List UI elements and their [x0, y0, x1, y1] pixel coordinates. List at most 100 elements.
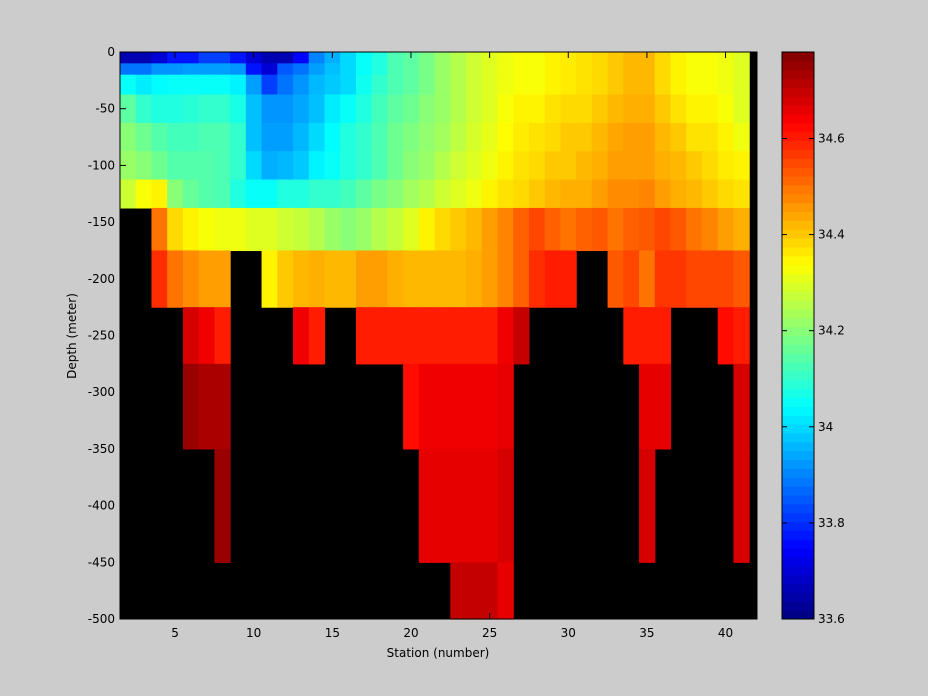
salinity-cell — [607, 207, 624, 252]
y-tick-label: 0 — [107, 45, 115, 59]
salinity-cell — [371, 151, 388, 181]
salinity-cell — [733, 63, 750, 76]
salinity-cell — [654, 52, 672, 64]
salinity-cell — [182, 179, 200, 209]
salinity-cell — [481, 562, 499, 620]
salinity-cell — [167, 207, 184, 252]
salinity-cell — [308, 179, 326, 209]
salinity-cell — [576, 151, 593, 181]
salinity-cell — [560, 250, 577, 308]
salinity-cell — [293, 307, 310, 365]
salinity-cell — [418, 448, 436, 563]
colorbar-step — [782, 362, 814, 372]
salinity-cell — [418, 74, 436, 96]
salinity-cell — [434, 448, 451, 563]
salinity-cell — [418, 122, 436, 152]
salinity-cell — [450, 448, 467, 563]
colorbar-step — [782, 512, 814, 523]
salinity-cell — [450, 179, 467, 209]
salinity-cell — [560, 74, 577, 96]
salinity-cell — [214, 151, 231, 181]
salinity-cell — [387, 151, 404, 181]
salinity-cell — [450, 52, 467, 64]
salinity-cell — [466, 151, 483, 181]
salinity-cell — [434, 52, 451, 64]
salinity-cell — [230, 179, 247, 209]
colorbar-step — [782, 300, 814, 310]
salinity-cell — [670, 122, 687, 152]
salinity-cell — [481, 74, 499, 96]
x-tick-label: 5 — [171, 626, 179, 640]
salinity-cell — [733, 74, 750, 96]
colorbar-tick-label: 33.6 — [818, 612, 845, 626]
colorbar-step — [782, 229, 814, 239]
salinity-cell — [670, 151, 687, 181]
salinity-cell — [513, 151, 530, 181]
salinity-cell — [466, 179, 483, 209]
salinity-cell — [544, 94, 561, 124]
salinity-cell — [230, 122, 247, 152]
salinity-cell — [623, 122, 640, 152]
colorbar-step — [782, 149, 814, 159]
colorbar-step — [782, 494, 814, 505]
colorbar-step — [782, 105, 814, 115]
salinity-cell — [576, 74, 593, 96]
salinity-cell — [670, 207, 687, 252]
salinity-cell — [623, 94, 640, 124]
salinity-cell — [560, 122, 577, 152]
salinity-cell — [245, 151, 263, 181]
salinity-cell — [670, 63, 687, 76]
salinity-cell — [513, 63, 530, 76]
salinity-cell — [151, 179, 168, 209]
salinity-cell — [686, 250, 703, 308]
salinity-cell — [324, 250, 341, 308]
salinity-cell — [261, 151, 278, 181]
colorbar-step — [782, 539, 814, 549]
salinity-cell — [528, 74, 546, 96]
salinity-cell — [308, 52, 326, 64]
salinity-cell — [120, 122, 137, 152]
salinity-cell — [528, 179, 546, 209]
salinity-cell — [623, 179, 640, 209]
salinity-cell — [151, 94, 168, 124]
salinity-cell — [654, 207, 672, 252]
salinity-cell — [591, 179, 609, 209]
y-tick-label: -500 — [88, 612, 115, 626]
salinity-cell — [497, 250, 514, 308]
salinity-cell — [544, 207, 561, 252]
colorbar-step — [782, 335, 814, 345]
colorbar-step — [782, 317, 814, 328]
colorbar-tick-label: 33.8 — [818, 516, 845, 530]
salinity-cell — [182, 151, 200, 181]
salinity-cell — [591, 122, 609, 152]
salinity-cell — [182, 307, 200, 365]
x-tick-label: 10 — [246, 626, 261, 640]
colorbar-step — [782, 96, 814, 106]
salinity-cell — [654, 122, 672, 152]
salinity-cell — [135, 179, 153, 209]
salinity-cell — [544, 63, 561, 76]
salinity-cell — [513, 122, 530, 152]
salinity-cell — [387, 94, 404, 124]
colorbar-step — [782, 388, 814, 399]
salinity-cell — [434, 207, 451, 252]
colorbar-step — [782, 87, 814, 97]
salinity-cell — [277, 207, 294, 252]
colorbar-tick-label: 34.2 — [818, 324, 845, 338]
salinity-cell — [387, 63, 404, 76]
salinity-cell — [513, 179, 530, 209]
salinity-cell — [324, 122, 341, 152]
salinity-cell — [387, 122, 404, 152]
salinity-cell — [387, 250, 404, 308]
salinity-cell — [403, 307, 420, 365]
x-tick-label: 20 — [403, 626, 418, 640]
salinity-cell — [120, 74, 137, 96]
salinity-cell — [151, 250, 168, 308]
colorbar-tick-label: 34.4 — [818, 228, 845, 242]
salinity-cell — [230, 94, 247, 124]
salinity-cell — [497, 63, 514, 76]
salinity-cell — [403, 63, 420, 76]
salinity-cell — [717, 179, 735, 209]
salinity-cell — [214, 207, 231, 252]
salinity-cell — [528, 151, 546, 181]
